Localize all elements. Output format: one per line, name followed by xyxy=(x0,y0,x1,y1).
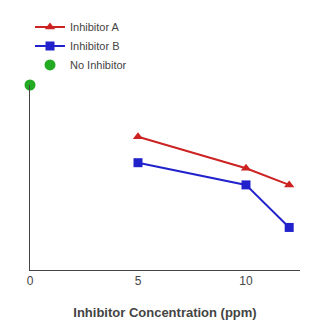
svg-text:10: 10 xyxy=(239,274,253,288)
svg-text:0: 0 xyxy=(27,274,34,288)
svg-text:Inhibitor A: Inhibitor A xyxy=(70,21,120,33)
svg-text:5: 5 xyxy=(135,274,142,288)
svg-text:Inhibitor B: Inhibitor B xyxy=(70,40,120,52)
svg-text:No Inhibitor: No Inhibitor xyxy=(70,59,127,71)
svg-text:Inhibitor Concentration (ppm): Inhibitor Concentration (ppm) xyxy=(73,305,256,320)
